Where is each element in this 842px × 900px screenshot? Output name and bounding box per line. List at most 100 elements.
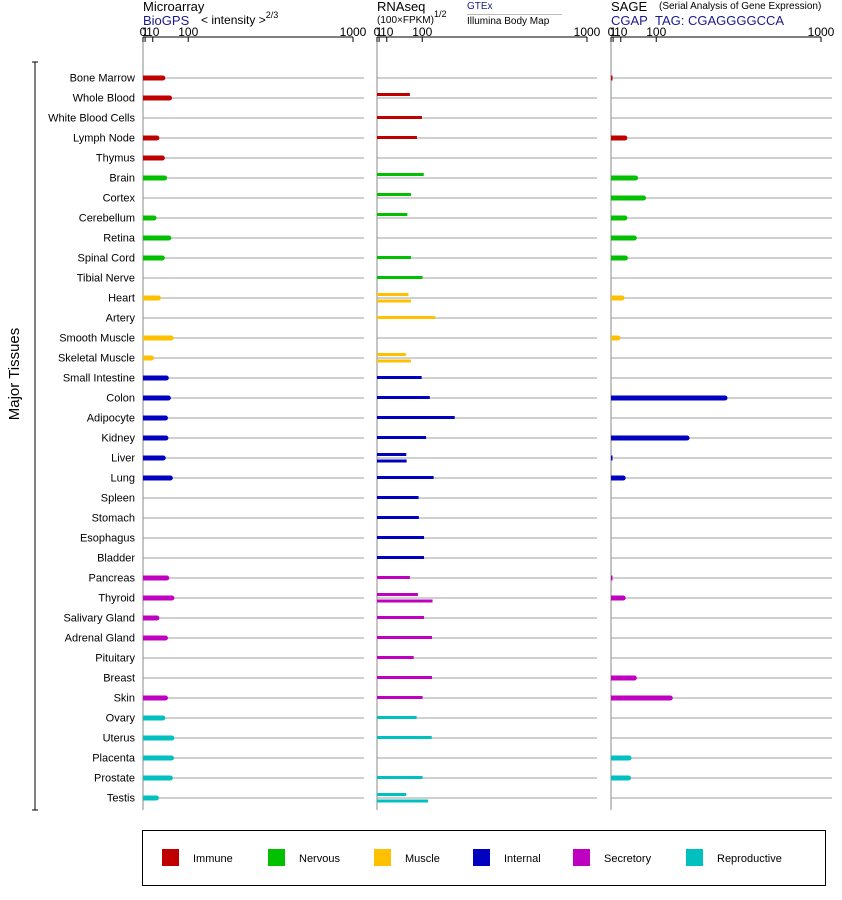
sage-title: SAGE xyxy=(611,0,648,14)
sage-subtitle: (Serial Analysis of Gene Expression) xyxy=(659,1,822,12)
bar-cap xyxy=(625,775,631,781)
microarray-title: Microarray xyxy=(143,0,205,14)
legend-swatch xyxy=(374,849,391,866)
legend-label: Internal xyxy=(504,853,541,865)
bar-cap xyxy=(154,615,160,621)
biogps-link[interactable]: BioGPS xyxy=(143,13,190,28)
bar-rnaseq xyxy=(377,316,436,319)
bar-microarray xyxy=(143,155,163,161)
bar-rnaseq xyxy=(377,736,432,739)
bar-microarray xyxy=(143,375,167,381)
bar-sage xyxy=(611,475,624,481)
x-tick-label: 0 xyxy=(374,25,381,39)
bar-illumina-body-map xyxy=(377,213,408,216)
bar-gtex xyxy=(377,593,418,596)
bar-microarray xyxy=(143,355,152,361)
tissue-label: Smooth Muscle xyxy=(59,333,135,345)
bar-rnaseq xyxy=(377,576,410,579)
bar-microarray xyxy=(143,715,163,721)
x-tick-label: 100 xyxy=(646,25,666,39)
x-tick-label: 1 xyxy=(610,25,617,39)
tissue-label: Salivary Gland xyxy=(63,613,135,625)
bar-rnaseq xyxy=(377,696,423,699)
y-axis-label: Major Tissues xyxy=(6,328,23,421)
tissue-label: Heart xyxy=(108,293,135,305)
tissue-label: Liver xyxy=(111,453,135,465)
bar-cap xyxy=(615,335,621,341)
illumina-body-map-label: Illumina Body Map xyxy=(467,16,550,27)
bar-cap xyxy=(626,755,632,761)
bar-sage xyxy=(611,75,613,81)
legend-item-nervous: Nervous xyxy=(268,849,340,866)
bar-microarray xyxy=(143,435,166,441)
x-tick-label: 0 xyxy=(608,25,615,39)
bar-cap xyxy=(633,175,639,181)
bar-microarray xyxy=(143,335,172,341)
tissue-label: Bone Marrow xyxy=(70,73,135,85)
bar-cap xyxy=(155,295,161,301)
bar-microarray xyxy=(143,95,170,101)
metric-label: < intensity > xyxy=(201,13,266,27)
bar-rnaseq xyxy=(377,616,425,619)
bar-cap xyxy=(165,395,171,401)
bar-sage xyxy=(611,175,636,181)
x-tick-label: 1000 xyxy=(808,25,835,39)
bar-rnaseq xyxy=(377,656,414,659)
bar-cap xyxy=(167,95,173,101)
metric-label: (100×FPKM) xyxy=(377,15,434,26)
tissue-label: Breast xyxy=(103,673,135,685)
bar-rnaseq xyxy=(377,599,433,603)
tissue-label: Placenta xyxy=(92,753,136,765)
bar-rnaseq xyxy=(377,396,430,399)
bar-cap xyxy=(622,215,628,221)
microarray-metric: < intensity >2/3 xyxy=(201,10,279,27)
tissue-label: Uterus xyxy=(103,733,136,745)
metric-exponent: 2/3 xyxy=(265,10,279,20)
bar-illumina-body-map xyxy=(377,173,424,176)
bar-microarray xyxy=(143,455,164,461)
tissue-label: Pancreas xyxy=(89,573,136,585)
bar-rnaseq xyxy=(377,116,422,119)
bar-cap xyxy=(667,695,673,701)
bar-microarray xyxy=(143,215,155,221)
bar-cap xyxy=(168,335,174,341)
tissue-label: Thymus xyxy=(96,153,136,165)
bar-sage xyxy=(611,335,618,341)
bar-cap xyxy=(622,255,628,261)
x-tick-label: 10 xyxy=(614,25,628,39)
bar-sage xyxy=(611,195,644,201)
legend-swatch xyxy=(473,849,490,866)
bar-gtex xyxy=(377,93,410,96)
bar-sage xyxy=(611,595,624,601)
tissue-label: Spinal Cord xyxy=(78,253,135,265)
tissue-label: Lymph Node xyxy=(73,133,135,145)
bar-cap xyxy=(151,215,157,221)
legend-item-internal: Internal xyxy=(473,849,541,866)
sage-tag: TAG: CGAGGGGCCA xyxy=(655,13,785,28)
gtex-link[interactable]: GTEx xyxy=(467,1,493,12)
bar-microarray xyxy=(143,775,171,781)
bar-cap xyxy=(167,475,173,481)
bar-rnaseq xyxy=(377,256,411,259)
bar-sage xyxy=(611,695,671,701)
bar-microarray xyxy=(143,475,171,481)
bar-rnaseq xyxy=(377,556,425,559)
bar-rnaseq xyxy=(377,299,411,303)
x-tick-label: 0 xyxy=(140,25,147,39)
bar-rnaseq xyxy=(377,476,434,479)
metric-exponent: 1/2 xyxy=(433,9,447,19)
bar-gtex xyxy=(377,293,409,296)
bar-cap xyxy=(622,135,628,141)
bar-rnaseq xyxy=(377,516,419,519)
tissue-label: Skin xyxy=(114,693,135,705)
cgap-link[interactable]: CGAP xyxy=(611,13,648,28)
bar-cap xyxy=(169,595,175,601)
bar-cap xyxy=(159,255,165,261)
bar-microarray xyxy=(143,595,172,601)
bar-gtex xyxy=(377,353,406,356)
bar-microarray xyxy=(143,235,169,241)
legend-swatch xyxy=(162,849,179,866)
bar-cap xyxy=(159,155,165,161)
